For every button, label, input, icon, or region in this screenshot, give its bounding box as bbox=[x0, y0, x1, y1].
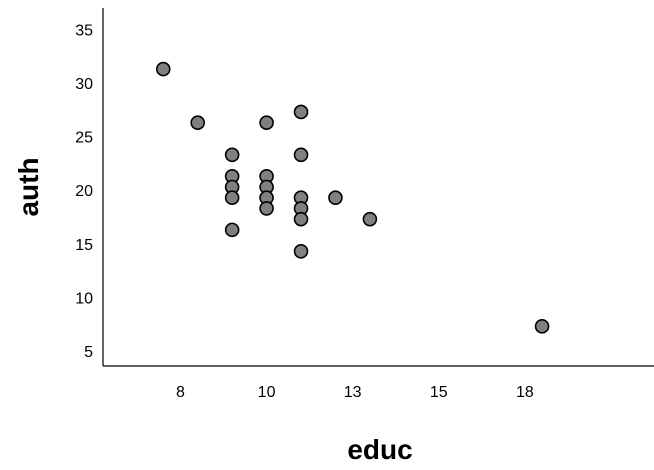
data-point bbox=[293, 211, 309, 227]
data-point bbox=[293, 147, 309, 163]
data-point bbox=[155, 61, 171, 77]
x-tick-label: 18 bbox=[516, 384, 534, 401]
data-point bbox=[328, 190, 343, 206]
data-point bbox=[534, 319, 550, 334]
data-point bbox=[224, 147, 240, 163]
x-axis-title: educ bbox=[347, 434, 412, 465]
x-tick-labels: 8 10 13 15 18 bbox=[176, 384, 534, 401]
data-point bbox=[362, 211, 378, 227]
y-tick-label: 15 bbox=[75, 237, 93, 254]
y-tick-label: 20 bbox=[75, 183, 93, 200]
x-tick-label: 13 bbox=[344, 384, 362, 401]
y-tick-label: 30 bbox=[75, 76, 93, 93]
y-axis-title: auth bbox=[13, 157, 44, 216]
data-point bbox=[293, 244, 309, 259]
x-tick-label: 8 bbox=[176, 384, 185, 401]
data-point bbox=[224, 222, 240, 238]
data-point bbox=[259, 201, 274, 216]
data-point bbox=[190, 115, 206, 130]
data-point bbox=[259, 115, 274, 130]
y-tick-label: 5 bbox=[84, 344, 93, 361]
x-tick-label: 15 bbox=[430, 384, 448, 401]
y-tick-label: 25 bbox=[75, 130, 93, 147]
data-point bbox=[293, 104, 309, 120]
y-tick-label: 10 bbox=[75, 290, 93, 307]
data-point bbox=[224, 190, 240, 206]
x-tick-label: 10 bbox=[258, 384, 276, 401]
y-tick-label: 35 bbox=[75, 22, 93, 39]
y-tick-labels: 5 10 15 20 25 30 35 bbox=[75, 22, 93, 361]
data-points bbox=[155, 61, 550, 334]
